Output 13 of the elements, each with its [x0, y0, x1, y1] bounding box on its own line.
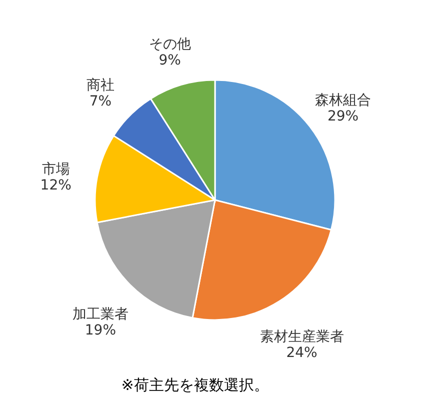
data-label: 12%: [40, 178, 72, 194]
data-label: 24%: [286, 344, 318, 361]
data-label: 19%: [84, 322, 116, 339]
text: ※荷主先を複数選択。: [121, 376, 269, 394]
data-label: 9%: [158, 52, 181, 68]
slice-label: 素材生産業者: [260, 328, 344, 345]
slice-label: その他: [148, 36, 191, 52]
slice-label: 市場: [42, 162, 70, 178]
data-label: 7%: [89, 93, 112, 110]
slice-label: 商社: [86, 77, 114, 94]
data-label: 29%: [327, 108, 359, 125]
slice-label: 森林組合: [315, 92, 372, 109]
slice-label: 加工業者: [72, 306, 128, 323]
